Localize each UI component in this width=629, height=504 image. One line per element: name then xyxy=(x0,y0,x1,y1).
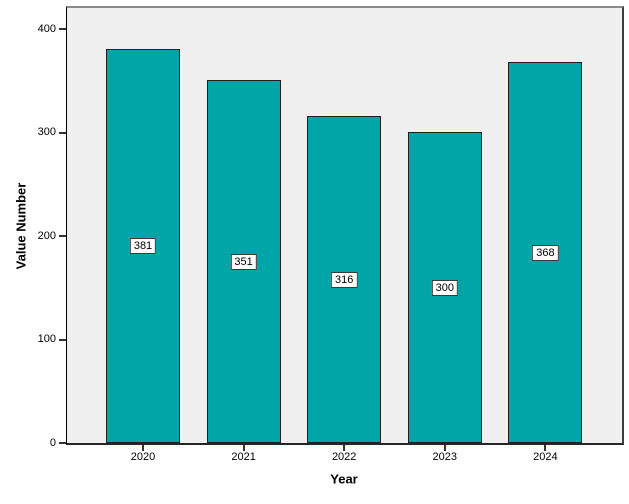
x-tick-label: 2020 xyxy=(130,451,156,463)
x-tick-label: 2023 xyxy=(432,451,458,463)
y-tick-mark xyxy=(59,28,66,30)
x-tick-mark xyxy=(343,445,346,451)
y-tick-label: 400 xyxy=(37,22,56,35)
x-tick-label: 2024 xyxy=(533,451,558,463)
bar-value-label: 381 xyxy=(129,238,157,254)
bar-value-label: 300 xyxy=(431,279,458,296)
y-tick-mark xyxy=(59,442,66,444)
y-tick-label: 200 xyxy=(37,229,56,242)
x-tick-mark xyxy=(242,445,245,451)
y-axis-title: Value Number xyxy=(13,182,29,270)
bar-value-label: 316 xyxy=(331,271,358,288)
bar-value-label: 368 xyxy=(532,244,559,261)
x-tick-mark xyxy=(142,445,144,451)
y-tick-label: 100 xyxy=(37,333,56,345)
x-tick-mark xyxy=(443,445,446,451)
y-tick-label: 300 xyxy=(37,126,56,138)
x-tick-mark xyxy=(544,445,547,451)
bar-value-label: 351 xyxy=(230,253,257,270)
y-tick-mark xyxy=(59,235,66,237)
y-tick-mark xyxy=(59,131,66,134)
x-axis-title: Year xyxy=(330,471,358,487)
y-tick-mark xyxy=(59,338,66,341)
x-tick-label: 2021 xyxy=(231,451,256,463)
x-tick-label: 2022 xyxy=(331,451,357,463)
y-tick-label: 0 xyxy=(49,436,56,449)
